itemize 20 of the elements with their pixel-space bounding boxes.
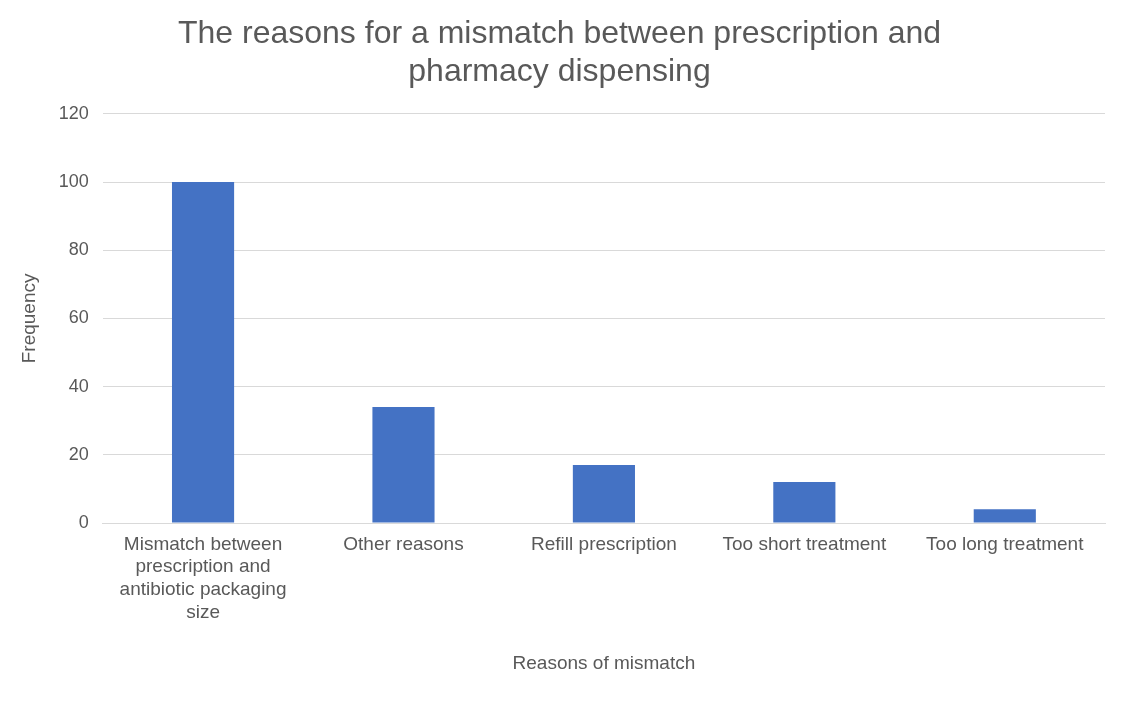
x-tick-label: Mismatch between prescription and antibiotic packaging size [119,532,287,623]
bar [973,509,1036,523]
x-tick-label: Other reasons [343,532,464,554]
bar [171,182,235,523]
chart-title: The reasons for a mismatch between prescription and pharmacy dispensing [177,14,942,89]
x-tick-label: Too short treatment [722,532,887,554]
x-tick-label: Refill prescription [531,532,677,554]
bar [572,465,635,523]
bar [372,407,435,523]
y-tick-label: 20 [68,443,89,464]
x-axis-title: Reasons of mismatch [512,651,696,673]
bar [773,482,836,523]
y-tick-label: 60 [68,307,89,328]
x-tick-label: Too long treatment [926,532,1085,554]
y-axis-title: Frequency [17,273,39,364]
y-tick-label: 0 [78,511,89,532]
y-tick-label: 100 [58,170,89,191]
y-tick-label: 120 [58,102,89,123]
y-tick-label: 40 [68,375,89,396]
y-tick-label: 80 [68,239,89,260]
